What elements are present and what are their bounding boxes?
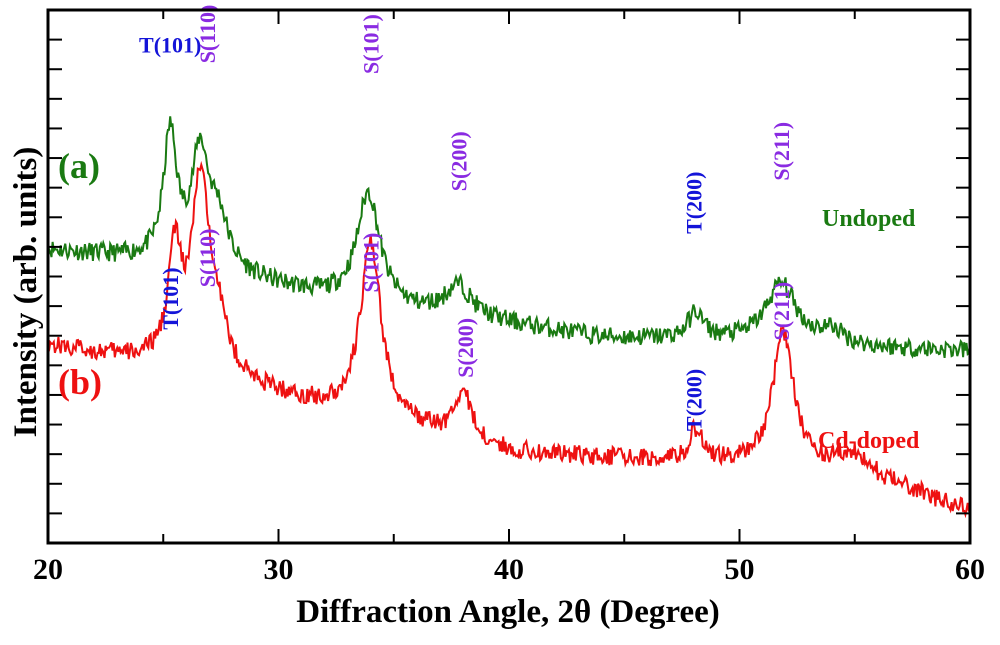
- peak-annotations: T(101)S(110) S(101)S(200)T(200)S(211)T(10…: [139, 5, 794, 431]
- peak-label: T(101): [139, 33, 201, 58]
- x-tick-label: 60: [955, 553, 985, 586]
- x-tick-label: 40: [494, 553, 524, 586]
- series-name-cd-doped: Cd-doped: [818, 428, 920, 454]
- peak-label: S(110): [195, 229, 220, 288]
- peak-label: S(200): [453, 318, 478, 378]
- series-tag-cd-doped: (b): [58, 362, 102, 402]
- peak-label: S(101): [359, 233, 384, 293]
- peak-label: T(200): [681, 172, 706, 234]
- series-line-undoped: [47, 116, 971, 359]
- peak-label: S(110): [195, 5, 220, 64]
- peak-label: T(200): [681, 369, 706, 431]
- plot-frame: [46, 8, 972, 545]
- series-name-undoped: Undoped: [822, 206, 916, 232]
- series-layer: [47, 116, 971, 519]
- peak-label: S(211): [769, 282, 794, 341]
- peak-label: S(211): [769, 122, 794, 181]
- peak-label: T(101): [158, 267, 183, 329]
- x-tick-label: 50: [725, 553, 755, 586]
- x-tick-labels: 20 30 40 50 60: [33, 553, 985, 586]
- peak-label: S(200): [446, 131, 471, 191]
- series-tag-undoped: (a): [58, 146, 100, 186]
- x-tick-label: 20: [33, 553, 63, 586]
- peak-label: S(101): [359, 14, 384, 74]
- series-line-cd-doped: [47, 160, 971, 519]
- y-axis-title: Intensity (arb. units): [8, 147, 44, 438]
- x-axis-title: Diffraction Angle, 2θ (Degree): [296, 594, 720, 630]
- axis-ticks: [47, 10, 971, 543]
- x-tick-label: 30: [264, 553, 294, 586]
